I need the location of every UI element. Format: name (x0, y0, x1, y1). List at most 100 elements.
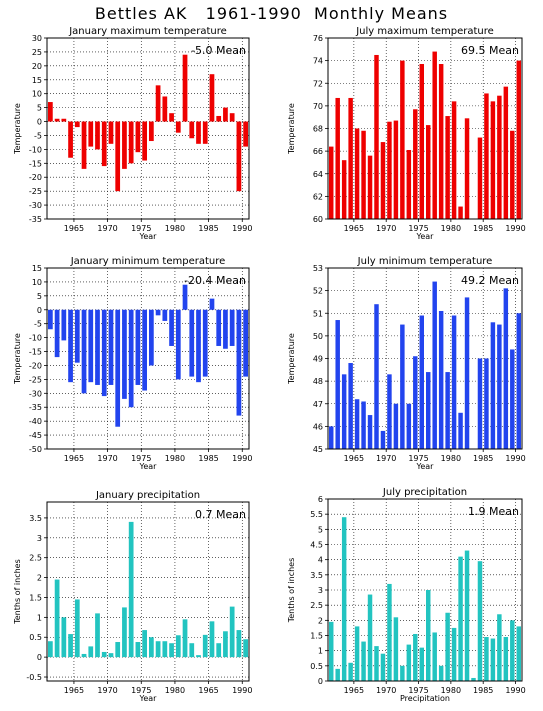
bar-1973 (406, 644, 412, 681)
y-tick-label: 49 (313, 355, 323, 364)
y-axis-label: Temperature (287, 103, 296, 155)
x-tick-label: 1970 (376, 224, 396, 233)
y-tick-label: 45 (313, 445, 323, 454)
y-tick-label: 3 (318, 586, 323, 595)
y-tick-label: 74 (313, 57, 323, 66)
x-tick-label: 1985 (198, 454, 218, 463)
bar-1964 (348, 97, 353, 219)
x-tick-label: 1975 (131, 454, 151, 463)
y-tick-label: -35 (29, 403, 42, 412)
y-tick-label: 10 (32, 278, 42, 287)
bar-1978 (438, 310, 444, 449)
chart-title: January precipitation (95, 490, 200, 501)
bar-1983 (196, 655, 201, 658)
bar-1977 (432, 281, 437, 449)
x-tick-label: 1990 (232, 454, 252, 463)
bar-1989 (510, 620, 515, 681)
y-tick-label: -50 (29, 445, 42, 454)
bar-1981 (182, 284, 188, 310)
plot-frame (327, 498, 523, 682)
plot-frame (46, 267, 250, 450)
bar-1971 (393, 403, 399, 449)
x-tick-label: 1965 (64, 224, 84, 233)
bar-1980 (175, 635, 181, 658)
y-tick-label: 10 (32, 90, 42, 99)
plot-frame (327, 267, 523, 450)
chart-title: July precipitation (382, 487, 467, 498)
x-axis-label: Year (139, 232, 158, 241)
bar-1987 (223, 107, 228, 122)
bar-1986 (216, 115, 222, 122)
bar-1966 (81, 653, 87, 658)
y-tick-label: 0.5 (310, 662, 323, 671)
y-tick-label: 62 (313, 192, 323, 201)
y-tick-label: 15 (32, 264, 42, 273)
bar-1982 (189, 309, 195, 377)
chart-title: January maximum temperature (68, 26, 227, 37)
x-axis-label: Precipitation (400, 694, 450, 703)
x-tick-label: 1965 (344, 224, 364, 233)
x-axis-label: Year (139, 694, 158, 703)
bar-1988 (229, 309, 235, 346)
chart-title: January minimum temperature (70, 256, 226, 267)
mean-label: -5.0 Mean (191, 44, 246, 57)
chart-january-min-temp: January minimum temperature-50-45-40-35-… (13, 256, 252, 471)
bar-1989 (236, 309, 242, 416)
bar-1963 (61, 617, 67, 658)
x-axis-label: Year (416, 462, 435, 471)
chart-title: July minimum temperature (357, 256, 493, 267)
bar-1975 (419, 315, 424, 449)
bar-1971 (393, 617, 399, 681)
y-tick-label: 64 (313, 170, 323, 179)
bar-1968 (374, 54, 379, 219)
y-tick-label: 1.5 (310, 632, 323, 641)
chart-january-precip: January precipitation -0.5 0 0.5 1 1.5 2 2.5 3 3.… (13, 490, 252, 703)
y-tick-label: -5 (34, 131, 42, 140)
bar-1984 (202, 309, 208, 377)
y-tick-label: 5 (37, 104, 42, 113)
bar-1989 (236, 121, 242, 192)
bar-1988 (503, 86, 509, 219)
bar-1961 (329, 621, 334, 681)
bar-1969 (380, 430, 386, 449)
bar-1962 (335, 97, 340, 219)
bar-1971 (115, 121, 121, 192)
x-tick-label: 1965 (344, 686, 364, 695)
x-tick-label: 1985 (473, 454, 493, 463)
chart-july-min-temp: July minimum temperature 45 46 47 48 49 50 51 52… (287, 256, 526, 471)
bar-1981 (458, 412, 463, 449)
bar-1964 (348, 662, 353, 681)
x-tick-label: 1980 (165, 686, 185, 695)
bar-1979 (445, 612, 450, 681)
y-tick-label: 3 (37, 534, 42, 543)
bar-1969 (380, 142, 386, 219)
bar-1979 (169, 309, 174, 346)
bar-1966 (81, 309, 87, 394)
bar-1988 (503, 288, 509, 449)
bar-1963 (61, 118, 67, 122)
x-tick-label: 1985 (198, 224, 218, 233)
bar-1970 (387, 583, 392, 681)
bar-1975 (142, 309, 147, 391)
bar-1963 (61, 309, 67, 341)
y-tick-label: -30 (29, 201, 42, 210)
x-tick-label: 1980 (165, 454, 185, 463)
y-tick-label: 5.5 (310, 510, 323, 519)
y-tick-label: 53 (313, 264, 323, 273)
x-tick-label: 1965 (198, 686, 218, 695)
bar-1977 (155, 85, 161, 122)
y-tick-label: 46 (313, 422, 323, 431)
bar-1976 (426, 125, 431, 219)
bar-1961 (329, 426, 334, 449)
y-axis-label: Temperature (287, 333, 296, 385)
x-tick-label: 1985 (473, 686, 493, 695)
x-tick-label: 1980 (441, 454, 461, 463)
bar-1975 (419, 647, 424, 681)
bar-1968 (95, 121, 100, 150)
x-tick-label: 1975 (131, 686, 151, 695)
x-axis-label: Year (416, 232, 435, 241)
bar-1970 (387, 121, 392, 219)
bar-1988 (503, 637, 509, 681)
bar-1985 (209, 74, 215, 122)
bar-1973 (128, 121, 134, 164)
